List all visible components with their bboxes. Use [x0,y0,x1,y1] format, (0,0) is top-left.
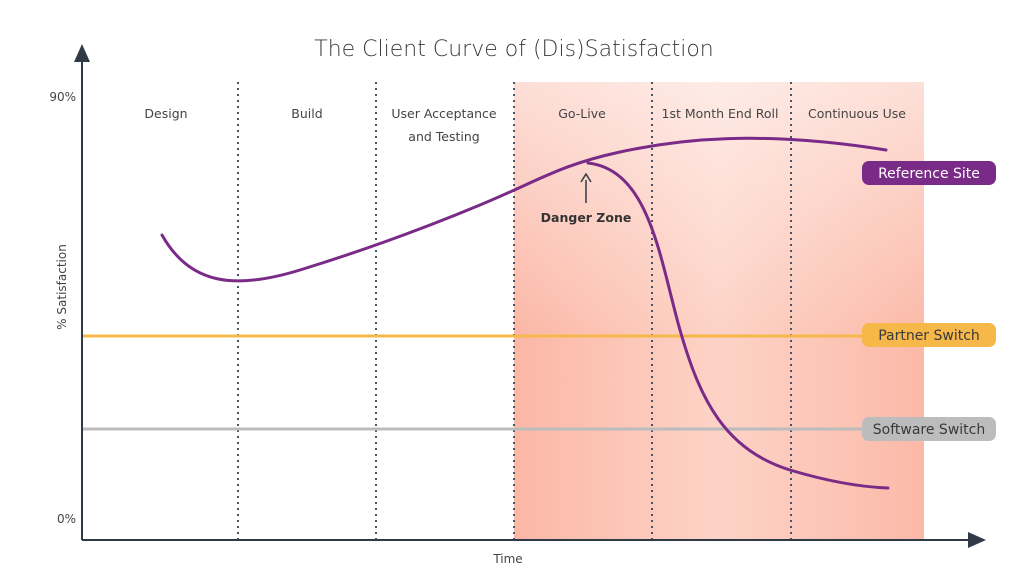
danger-zone-label: Danger Zone [541,210,632,225]
software-switch-pill: Software Switch [862,417,996,441]
phase-label-golive: Go-Live [558,106,606,121]
phase-dividers [237,82,792,540]
reference-site-curve [160,136,888,283]
reference-site-pill: Reference Site [862,161,996,185]
x-axis-label: Time [492,552,522,566]
dissatisfaction-curve [586,161,890,490]
y-tick-top: 90% [49,90,76,104]
y-axis-label: % Satisfaction [55,244,69,330]
chart-title: The Client Curve of (Dis)Satisfaction [314,37,713,62]
axes [74,44,986,548]
y-axis-arrow-icon [74,44,90,62]
phase-label-uat-line2: and Testing [408,129,479,144]
software-switch-label: Software Switch [873,422,985,438]
partner-switch-label: Partner Switch [878,328,980,344]
partner-switch-pill: Partner Switch [862,323,996,347]
phase-label-uat-line1: User Acceptance [391,106,497,121]
danger-zone-fade [514,82,924,540]
phase-label-build: Build [291,106,322,121]
x-axis-arrow-icon [968,532,986,548]
danger-zone-arrow [580,172,592,203]
phase-label-continuous: Continuous Use [808,106,906,121]
y-tick-bottom: 0% [57,512,76,526]
phase-label-monthend: 1st Month End Roll [662,106,779,121]
reference-site-label: Reference Site [878,166,980,182]
phase-label-design: Design [144,106,187,121]
